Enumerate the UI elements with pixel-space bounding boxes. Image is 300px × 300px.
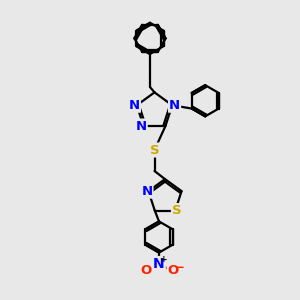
Text: N: N — [141, 184, 152, 198]
Text: S: S — [150, 143, 159, 157]
Text: S: S — [172, 204, 182, 217]
Text: O: O — [167, 264, 179, 277]
Text: N: N — [136, 119, 147, 133]
Text: N: N — [169, 99, 180, 112]
Text: N: N — [129, 99, 140, 112]
Text: +: + — [160, 255, 168, 264]
Text: O: O — [141, 264, 152, 277]
Text: −: − — [175, 261, 184, 274]
Text: N: N — [153, 257, 165, 271]
